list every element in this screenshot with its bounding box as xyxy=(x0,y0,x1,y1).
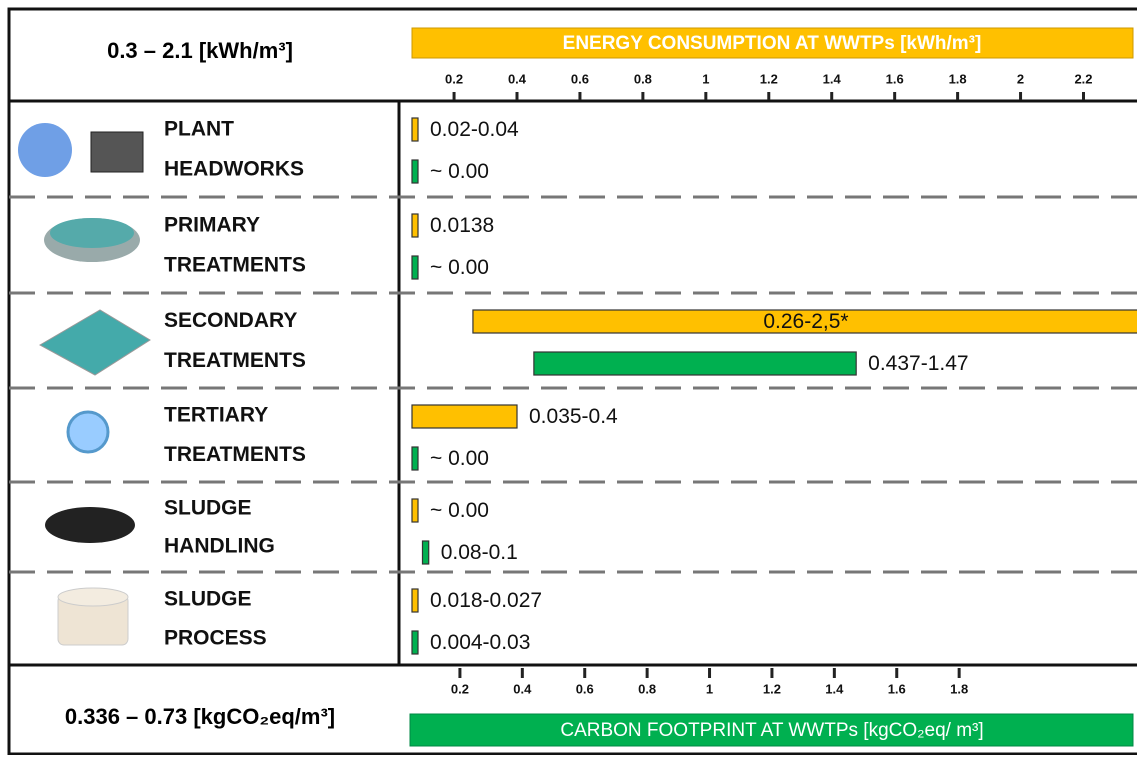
pump-icon xyxy=(18,123,72,177)
bar xyxy=(534,352,856,375)
bar xyxy=(412,256,418,279)
category-label: TREATMENTS xyxy=(164,349,306,372)
value-label: 0.26-2,5* xyxy=(763,310,848,333)
category-label: SECONDARY xyxy=(164,309,297,332)
value-label: 0.018-0.027 xyxy=(430,589,542,612)
x-tick-label: 0.8 xyxy=(638,681,656,696)
x-tick-label: 1.8 xyxy=(949,71,967,86)
bar xyxy=(422,541,428,564)
carbon-axis-title: CARBON FOOTPRINT AT WWTPs [kgCO₂eq/ m³] xyxy=(560,720,983,741)
category-label: PRIMARY xyxy=(164,213,260,236)
value-label: 0.437-1.47 xyxy=(868,352,968,375)
category-label: PLANT xyxy=(164,117,234,140)
x-tick-label: 0.4 xyxy=(513,681,532,696)
category-label: HANDLING xyxy=(164,534,275,557)
x-tick-label: 0.2 xyxy=(451,681,469,696)
bar xyxy=(412,499,418,522)
digester-top xyxy=(58,588,128,606)
x-tick-label: 1.8 xyxy=(950,681,968,696)
tank-icon xyxy=(40,310,150,375)
value-label: ~ 0.00 xyxy=(430,160,489,183)
x-tick-label: 2 xyxy=(1017,71,1024,86)
value-label: ~ 0.00 xyxy=(430,499,489,522)
bar xyxy=(412,447,418,470)
x-tick-label: 1.6 xyxy=(888,681,906,696)
carbon-range: 0.336 – 0.73 [kgCO₂eq/m³] xyxy=(65,704,335,729)
icons xyxy=(18,123,150,645)
category-label: TREATMENTS xyxy=(164,443,306,466)
bar xyxy=(412,405,517,428)
bar xyxy=(412,214,418,237)
x-tick-label: 2.2 xyxy=(1074,71,1092,86)
bar xyxy=(412,589,418,612)
x-tick-label: 1.4 xyxy=(825,681,844,696)
value-label: ~ 0.00 xyxy=(430,447,489,470)
energy-axis-title: ENERGY CONSUMPTION AT WWTPs [kWh/m³] xyxy=(563,33,982,54)
x-tick-label: 1 xyxy=(706,681,713,696)
value-label: 0.0138 xyxy=(430,214,494,237)
value-label: 0.08-0.1 xyxy=(441,541,518,564)
screen-icon xyxy=(91,132,143,172)
value-label: ~ 0.00 xyxy=(430,256,489,279)
bar xyxy=(412,160,418,183)
clarifier-top xyxy=(50,218,134,248)
energy-range: 0.3 – 2.1 [kWh/m³] xyxy=(107,38,293,63)
x-tick-label: 1.4 xyxy=(823,71,842,86)
value-label: 0.035-0.4 xyxy=(529,405,618,428)
x-tick-label: 0.2 xyxy=(445,71,463,86)
x-tick-label: 0.4 xyxy=(508,71,527,86)
bar xyxy=(412,118,418,141)
value-label: 0.02-0.04 xyxy=(430,118,519,141)
category-label: SLUDGE xyxy=(164,497,252,520)
x-tick-label: 0.6 xyxy=(571,71,589,86)
chart: 0.3 – 2.1 [kWh/m³] 0.336 – 0.73 [kgCO₂eq… xyxy=(0,0,1137,755)
category-label: TERTIARY xyxy=(164,404,268,427)
x-tick-label: 0.6 xyxy=(576,681,594,696)
x-tick-label: 1.2 xyxy=(763,681,781,696)
uv-icon xyxy=(68,412,108,452)
x-tick-label: 1 xyxy=(702,71,709,86)
sludge-icon xyxy=(45,507,135,543)
x-tick-label: 1.2 xyxy=(760,71,778,86)
category-label: TREATMENTS xyxy=(164,254,306,277)
category-label: PROCESS xyxy=(164,627,267,650)
category-label: SLUDGE xyxy=(164,587,252,610)
x-tick-label: 0.8 xyxy=(634,71,652,86)
category-label: HEADWORKS xyxy=(164,158,304,181)
bar xyxy=(412,631,418,654)
x-tick-label: 1.6 xyxy=(886,71,904,86)
value-label: 0.004-0.03 xyxy=(430,631,530,654)
